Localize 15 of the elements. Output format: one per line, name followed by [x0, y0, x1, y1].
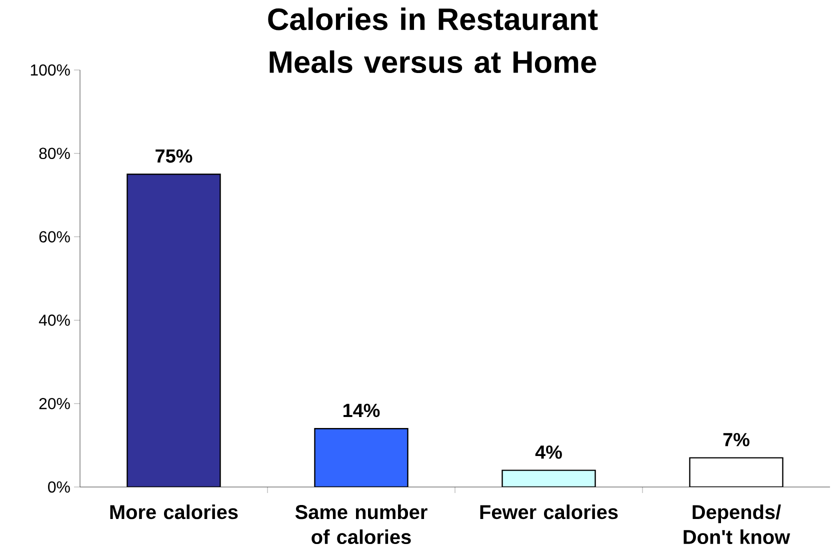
x-tick-label: Fewer calories — [480, 504, 618, 520]
y-tick-label: 40% — [38, 314, 70, 326]
x-tick-label: Depends/ Don't know — [684, 504, 790, 544]
y-tick-label: 20% — [39, 398, 70, 410]
x-tick-label: Same number of calories — [295, 504, 428, 544]
data-label: 75% — [156, 149, 192, 163]
y-tick-label: 0% — [48, 481, 70, 493]
data-label: 4% — [535, 445, 562, 459]
x-tick-label: More calories — [110, 504, 238, 520]
y-tick-label: 100% — [30, 64, 70, 76]
chart-title: Calories in Restaurant Meals versus at Home — [268, 8, 598, 74]
data-label: 7% — [723, 432, 750, 446]
y-tick-label: 60% — [39, 231, 70, 242]
data-label: 14% — [343, 404, 380, 418]
y-tick-label: 80% — [39, 148, 70, 160]
